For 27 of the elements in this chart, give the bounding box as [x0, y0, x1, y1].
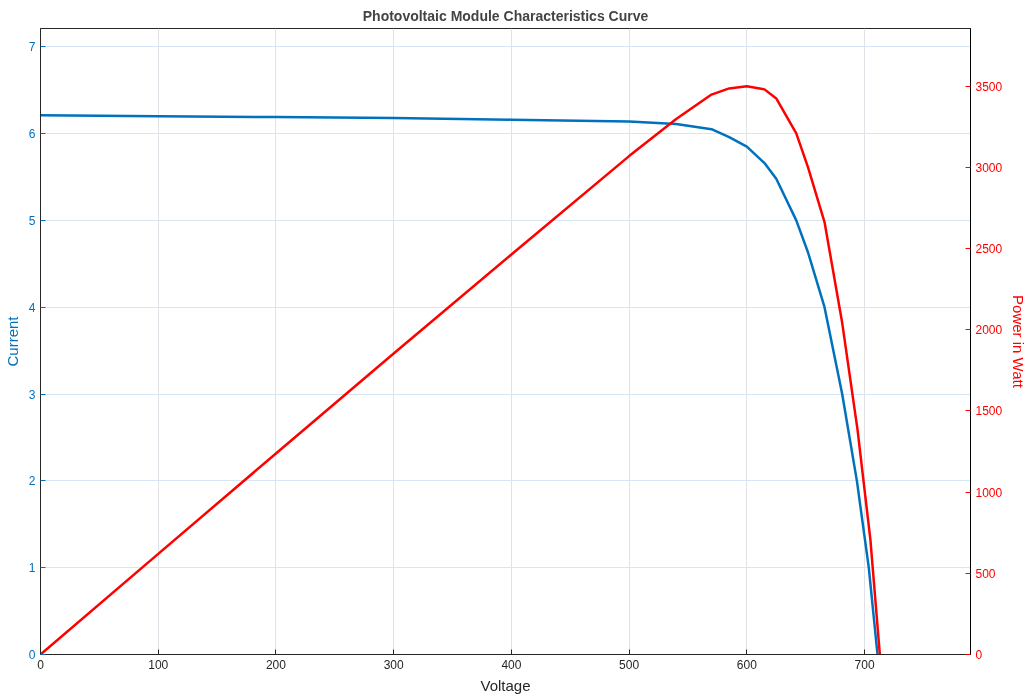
x-tick-label: 300 [383, 657, 404, 672]
y2-tick-label: 500 [975, 566, 996, 581]
y2-tick-label: 2000 [975, 323, 1003, 338]
x-axis-title: Voltage [480, 676, 531, 694]
x-tick-label: 500 [619, 657, 640, 672]
y-tick-label: 1 [28, 561, 36, 576]
y-axis-title: Current [3, 315, 21, 367]
y2-tick-label: 0 [975, 648, 983, 662]
y-tick-label: 2 [28, 474, 36, 489]
y-tick-label: 6 [28, 127, 36, 142]
y-tick-label: 3 [28, 387, 36, 402]
y2-tick-label: 1500 [975, 404, 1003, 419]
y-tick-label: 5 [28, 213, 36, 228]
x-tick-label: 700 [854, 657, 875, 672]
chart-title: Photovoltaic Module Characteristics Curve [362, 7, 649, 24]
x-tick-label: 100 [148, 657, 169, 672]
y2-tick-label: 1000 [975, 485, 1003, 500]
x-tick-label: 600 [736, 657, 758, 672]
y-tick-label: 4 [28, 300, 36, 315]
y2-tick-label: 3000 [975, 160, 1003, 175]
y-tick-label: 7 [28, 40, 36, 55]
x-tick-label: 200 [265, 657, 287, 672]
x-tick-label: 400 [501, 657, 522, 672]
y2-tick-label: 3500 [975, 79, 1003, 94]
y2-tick-label: 2500 [975, 242, 1003, 257]
y2-axis-title: Power in Watt [1010, 295, 1028, 389]
y-tick-label: 0 [28, 648, 36, 662]
